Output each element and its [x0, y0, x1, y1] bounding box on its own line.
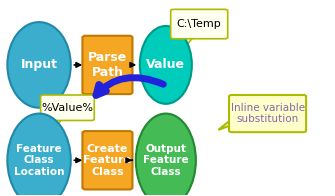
- FancyBboxPatch shape: [171, 9, 228, 39]
- Text: Input: Input: [20, 58, 58, 71]
- FancyBboxPatch shape: [82, 36, 132, 94]
- Text: Create
Feature
Class: Create Feature Class: [83, 144, 132, 177]
- FancyBboxPatch shape: [41, 95, 94, 121]
- Text: C:\Temp: C:\Temp: [177, 19, 221, 29]
- Polygon shape: [218, 119, 232, 130]
- Ellipse shape: [136, 113, 196, 196]
- Text: Feature
Class
Location: Feature Class Location: [14, 144, 64, 177]
- Text: Inline variable
substitution: Inline variable substitution: [230, 103, 305, 124]
- Ellipse shape: [7, 22, 71, 108]
- Ellipse shape: [140, 26, 192, 104]
- Polygon shape: [52, 119, 62, 132]
- FancyBboxPatch shape: [82, 131, 132, 190]
- Text: Value: Value: [146, 58, 185, 71]
- Ellipse shape: [7, 113, 71, 196]
- Text: Output
Feature
Class: Output Feature Class: [143, 144, 189, 177]
- Text: %Value%: %Value%: [42, 103, 93, 113]
- Text: Parse
Path: Parse Path: [88, 51, 127, 79]
- FancyBboxPatch shape: [229, 95, 306, 132]
- Polygon shape: [183, 37, 193, 50]
